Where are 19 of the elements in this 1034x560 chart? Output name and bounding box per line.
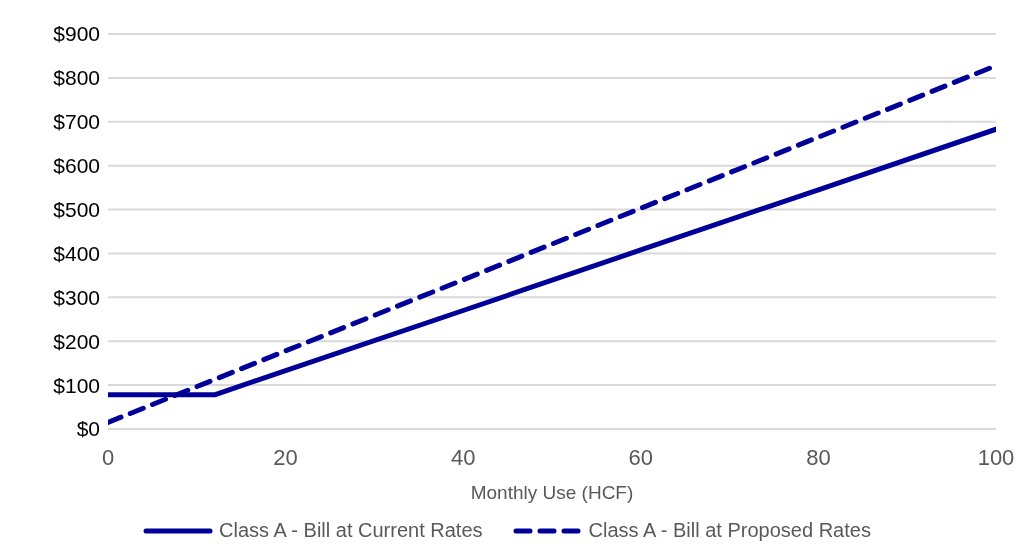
y-tick-label: $200 bbox=[53, 329, 100, 353]
x-tick-label: 40 bbox=[450, 444, 476, 470]
y-tick-label: $400 bbox=[53, 241, 100, 265]
y-tick-label: $300 bbox=[53, 285, 100, 309]
x-tick-label: 0 bbox=[101, 444, 115, 470]
y-tick-label: $600 bbox=[53, 154, 100, 178]
y-tick-label: $900 bbox=[53, 22, 100, 46]
y-tick-label: $100 bbox=[53, 373, 100, 397]
x-axis-title: Monthly Use (HCF) bbox=[470, 482, 634, 503]
x-tick-label: 20 bbox=[273, 444, 298, 470]
legend-label: Class A - Bill at Current Rates bbox=[218, 519, 483, 542]
y-tick-label: $0 bbox=[76, 417, 100, 441]
x-tick-label: 80 bbox=[806, 444, 831, 470]
y-tick-label: $800 bbox=[53, 66, 100, 90]
x-tick-label: 100 bbox=[977, 444, 1015, 470]
y-tick-label: $700 bbox=[53, 110, 100, 134]
legend-label: Class A - Bill at Proposed Rates bbox=[587, 519, 871, 542]
y-tick-label: $500 bbox=[53, 198, 100, 222]
x-tick-label: 60 bbox=[628, 444, 654, 470]
